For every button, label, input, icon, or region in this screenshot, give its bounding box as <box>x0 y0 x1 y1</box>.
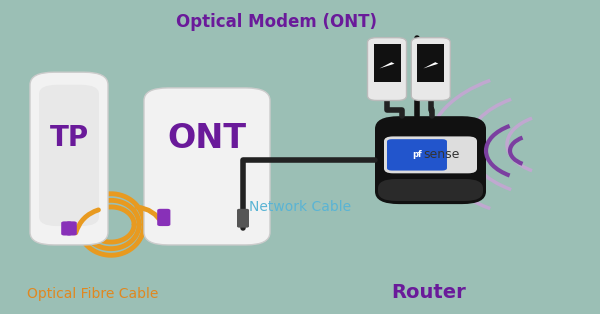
Polygon shape <box>424 62 438 68</box>
Polygon shape <box>380 62 395 68</box>
FancyBboxPatch shape <box>374 44 401 82</box>
Text: Optical Fibre Cable: Optical Fibre Cable <box>28 287 158 300</box>
Text: sense: sense <box>424 148 460 161</box>
Text: pf: pf <box>412 150 422 160</box>
FancyBboxPatch shape <box>375 116 486 204</box>
Text: Optical Modem (ONT): Optical Modem (ONT) <box>176 13 377 31</box>
FancyBboxPatch shape <box>39 85 99 226</box>
FancyBboxPatch shape <box>378 179 483 201</box>
FancyBboxPatch shape <box>237 209 249 228</box>
FancyBboxPatch shape <box>66 221 77 236</box>
FancyBboxPatch shape <box>418 44 444 82</box>
FancyBboxPatch shape <box>387 139 447 171</box>
FancyBboxPatch shape <box>384 136 477 173</box>
Text: ONT: ONT <box>167 122 247 155</box>
Text: Router: Router <box>392 283 466 301</box>
FancyBboxPatch shape <box>412 38 450 100</box>
FancyBboxPatch shape <box>367 38 407 100</box>
FancyBboxPatch shape <box>144 88 270 245</box>
FancyBboxPatch shape <box>157 209 170 226</box>
FancyBboxPatch shape <box>30 72 108 245</box>
FancyBboxPatch shape <box>61 221 72 236</box>
Text: TP: TP <box>49 124 89 152</box>
Text: Network Cable: Network Cable <box>249 200 351 214</box>
